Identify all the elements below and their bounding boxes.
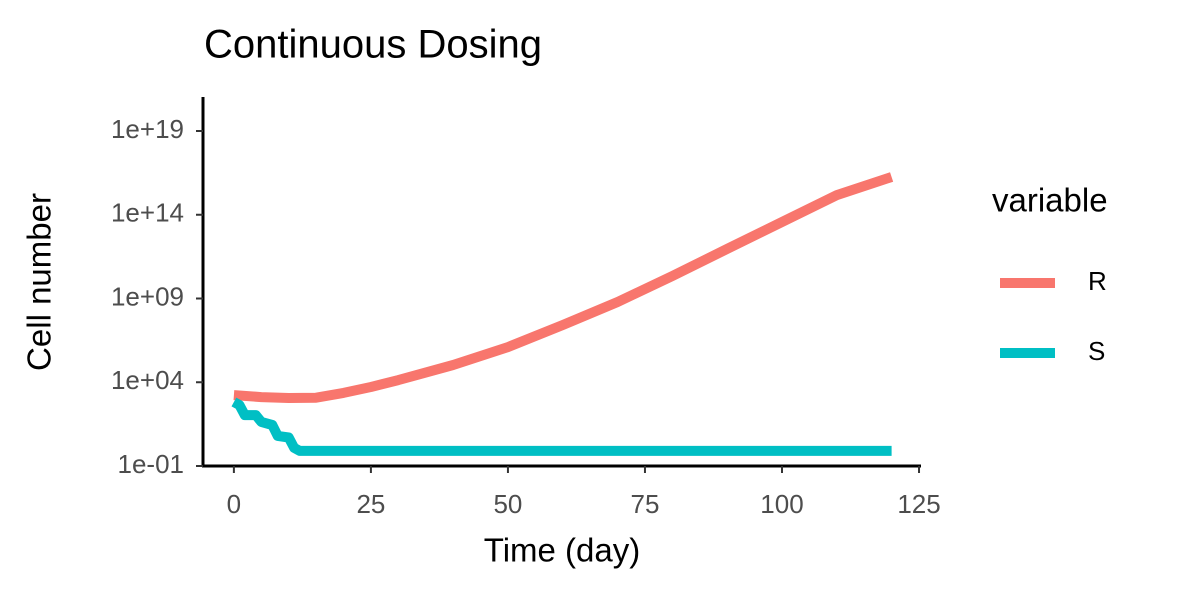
x-tick-label: 50 — [493, 489, 522, 519]
x-axis-label: Time (day) — [484, 532, 640, 569]
y-tick-label: 1e-01 — [118, 449, 185, 479]
line-series — [233, 172, 894, 403]
y-tick-label: 1e+09 — [111, 281, 184, 311]
y-tick-label: 1e+14 — [111, 198, 184, 228]
y-tick-label: 1e+19 — [111, 114, 184, 144]
x-tick-label: 125 — [897, 489, 940, 519]
legend-label: S — [1088, 336, 1105, 366]
x-tick-label: 75 — [631, 489, 660, 519]
legend-title: variable — [992, 182, 1108, 219]
x-tick-label: 100 — [760, 489, 803, 519]
chart-title: Continuous Dosing — [204, 23, 542, 67]
x-tick-label: 0 — [227, 489, 241, 519]
x-tick-label: 25 — [356, 489, 385, 519]
line-series — [231, 397, 892, 456]
y-tick-label: 1e+04 — [111, 365, 184, 395]
y-axis-label: Cell number — [21, 193, 58, 371]
legend-label: R — [1088, 266, 1107, 296]
